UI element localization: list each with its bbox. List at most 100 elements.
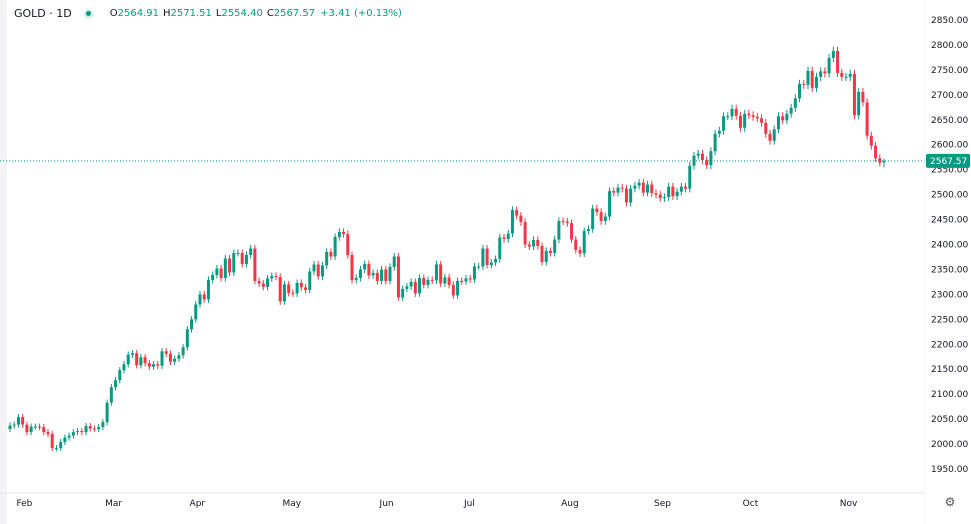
candle — [464, 274, 468, 285]
candle — [228, 254, 232, 276]
candle-body — [282, 284, 286, 302]
candle — [325, 248, 329, 270]
candle-body — [130, 353, 134, 355]
candle — [223, 254, 227, 282]
candle — [380, 265, 384, 285]
open-label: O — [109, 8, 118, 19]
candle-body — [523, 222, 527, 245]
candle-body — [126, 354, 130, 365]
candle-body — [109, 387, 113, 403]
candle — [772, 125, 776, 145]
candle-body — [755, 116, 759, 119]
candle — [257, 277, 261, 287]
candle — [667, 182, 671, 201]
candle — [105, 399, 109, 426]
candle — [59, 439, 63, 452]
price-tick-label: 2300.00 — [931, 290, 968, 300]
candle — [536, 236, 540, 250]
candle-body — [8, 425, 12, 430]
candle — [350, 251, 354, 284]
candle-body — [785, 113, 789, 121]
candle-body — [713, 133, 717, 152]
candle — [42, 424, 46, 436]
candle-body — [684, 186, 688, 189]
candle-body — [291, 292, 295, 294]
candle-body — [333, 237, 337, 257]
candle — [451, 281, 455, 299]
price-tick-label: 1950.00 — [931, 465, 968, 475]
candle — [177, 351, 181, 363]
candle-body — [447, 277, 451, 285]
candle-body — [329, 251, 333, 257]
candle-body — [418, 277, 422, 294]
candle — [532, 236, 536, 251]
candle-body — [409, 281, 413, 287]
candle-body — [42, 427, 46, 433]
price-tick-label: 2200.00 — [931, 340, 968, 350]
candle — [874, 141, 878, 163]
candle-body — [354, 277, 358, 280]
candle-body — [147, 363, 151, 367]
candle — [472, 262, 476, 283]
candle-body — [50, 434, 54, 449]
candle — [565, 217, 569, 227]
price-tick-label: 2050.00 — [931, 415, 968, 425]
price-tick-label: 2000.00 — [931, 440, 968, 450]
candle — [76, 428, 80, 436]
candle-body — [717, 130, 721, 134]
candle — [688, 161, 692, 193]
candle — [88, 423, 92, 432]
candle — [413, 278, 417, 297]
candle-body — [650, 184, 654, 194]
candle-body — [460, 280, 464, 282]
symbol-title[interactable]: GOLD · 1D — [14, 7, 72, 20]
candle-body — [194, 304, 198, 320]
candle-body — [380, 269, 384, 281]
candle-body — [363, 263, 367, 270]
candle — [109, 384, 113, 406]
candle — [409, 278, 413, 290]
candle — [278, 273, 282, 305]
candle-body — [747, 113, 751, 116]
candle-body — [219, 268, 223, 278]
candle — [722, 112, 726, 135]
candle-body — [869, 135, 873, 146]
candle — [418, 274, 422, 297]
candle — [71, 429, 75, 439]
candle — [211, 271, 215, 284]
candle — [401, 285, 405, 301]
candle-body — [561, 221, 565, 223]
candle — [603, 212, 607, 225]
candle — [743, 109, 747, 132]
candle — [434, 260, 438, 284]
candle — [823, 67, 827, 78]
candle-body — [84, 426, 88, 433]
candle — [616, 183, 620, 197]
candle-body — [308, 271, 312, 290]
candle-body — [700, 153, 704, 161]
candle — [730, 104, 734, 121]
candle — [654, 189, 658, 199]
candle — [586, 225, 590, 235]
candle-body — [54, 448, 58, 450]
candle — [519, 211, 523, 226]
candle-body — [143, 357, 147, 364]
candle-body — [236, 252, 240, 254]
candle-body — [181, 347, 185, 356]
candle — [215, 264, 219, 279]
candle-body — [76, 431, 80, 433]
price-tick-label: 2100.00 — [931, 390, 968, 400]
candle-body — [616, 187, 620, 193]
candle-body — [198, 294, 202, 305]
candle-body — [527, 244, 531, 247]
gear-icon[interactable]: ⚙ — [944, 495, 956, 509]
candle — [358, 265, 362, 282]
candle — [253, 245, 257, 285]
candle-body — [358, 269, 362, 278]
candle-body — [485, 248, 489, 265]
candle — [848, 69, 852, 81]
candle — [426, 276, 430, 289]
price-tick-label: 2650.00 — [931, 116, 968, 126]
low-value: 2554.40 — [221, 8, 263, 19]
